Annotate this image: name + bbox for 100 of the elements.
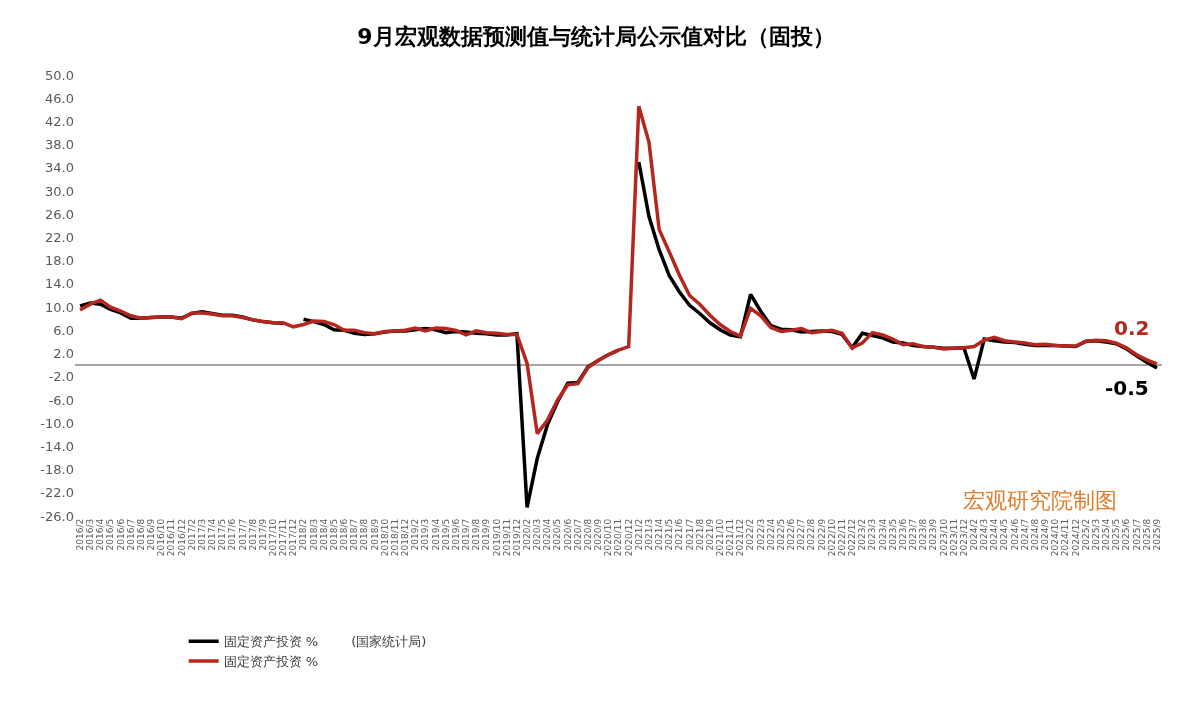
x-tick-label: 2022/12 [847,518,858,557]
x-tick-label: 2017/5 [217,518,228,551]
x-tick-label: 2023/3 [867,518,878,551]
x-tick-label: 2018/12 [400,518,411,557]
x-tick-label: 2021/9 [704,518,715,551]
x-tick-label: 2022/11 [836,518,847,557]
x-tick-label: 2024/10 [1050,518,1061,557]
y-tick-label: -22.0 [40,485,74,501]
x-tick-label: 2020/9 [593,518,604,551]
x-tick-label: 2018/2 [298,518,309,551]
x-tick-label: 2018/7 [349,518,360,551]
x-tick-label: 2019/2 [410,518,421,551]
x-tick-label: 2025/3 [1090,518,1101,551]
x-tick-label: 2019/6 [450,518,461,551]
y-tick-label: 42.0 [45,113,74,129]
x-tick-label: 2024/9 [1040,518,1051,551]
x-tick-label: 2021/6 [674,518,685,551]
x-tick-label: 2020/8 [582,518,593,551]
x-tick-label: 2019/12 [511,518,522,557]
x-tick-label: 2017/8 [247,518,258,551]
y-tick-label: 46.0 [45,90,74,106]
x-tick-label: 2016/7 [125,518,136,551]
x-tick-label: 2020/10 [603,518,614,557]
data-label: 0.2 [1114,316,1150,340]
x-tick-label: 2023/7 [908,518,919,551]
x-tick-label: 2022/4 [765,518,776,551]
x-tick-label: 2021/3 [643,518,654,551]
x-tick-label: 2021/10 [715,518,726,557]
x-tick-label: 2025/7 [1131,518,1142,551]
x-tick-label: 2021/4 [654,518,665,551]
x-tick-label: 2022/2 [745,518,756,551]
x-tick-label: 2017/4 [207,518,218,551]
x-tick-label: 2018/4 [318,518,329,551]
x-tick-label: 2025/4 [1101,518,1112,551]
x-tick-label: 2024/8 [1029,518,1040,551]
x-tick-label: 2024/5 [999,518,1010,551]
x-tick-label: 2018/6 [339,518,350,551]
x-tick-label: 2023/12 [958,518,969,557]
legend-label: 固定资产投资 % (国家统计局) [223,634,427,650]
x-tick-label: 2022/10 [826,518,837,557]
x-tick-label: 2019/4 [430,518,441,551]
x-tick-label: 2021/5 [664,518,675,551]
x-tick-label: 2024/12 [1070,518,1081,557]
x-tick-label: 2019/3 [420,518,431,551]
x-tick-label: 2017/3 [196,518,207,551]
data-label: -0.5 [1105,376,1149,400]
x-tick-label: 2022/5 [775,518,786,551]
y-tick-label: 22.0 [45,230,74,246]
y-tick-label: 10.0 [45,299,74,315]
x-tick-label: 2025/2 [1080,518,1091,551]
x-tick-label: 2016/2 [75,518,86,551]
x-tick-label: 2022/6 [786,518,797,551]
x-tick-label: 2019/7 [461,518,472,551]
x-tick-label: 2025/6 [1121,518,1132,551]
y-tick-label: 6.0 [53,322,74,338]
y-tick-label: -26.0 [40,508,74,524]
y-tick-label: 38.0 [45,137,74,153]
x-tick-label: 2016/9 [146,518,157,551]
x-tick-label: 2020/2 [521,518,532,551]
x-tick-label: 2020/4 [542,518,553,551]
y-tick-label: 26.0 [45,206,74,222]
x-tick-label: 2017/11 [278,518,289,557]
x-tick-label: 2020/3 [532,518,543,551]
x-tick-label: 2017/6 [227,518,238,551]
x-tick-label: 2019/5 [440,518,451,551]
y-tick-label: -6.0 [48,392,74,408]
x-tick-label: 2021/12 [735,518,746,557]
x-tick-label: 2016/10 [156,518,167,557]
y-tick-label: -2.0 [48,369,74,385]
chart-title: 9月宏观数据预测值与统计局公示值对比（固投） [357,23,835,49]
x-tick-label: 2017/2 [186,518,197,551]
x-tick-label: 2020/6 [562,518,573,551]
x-tick-label: 2023/5 [887,518,898,551]
x-tick-label: 2025/8 [1141,518,1152,551]
x-tick-label: 2016/6 [115,518,126,551]
x-tick-label: 2023/6 [897,518,908,551]
x-tick-label: 2018/10 [379,518,390,557]
annotation: 宏观研究院制图 [963,488,1117,513]
x-tick-label: 2016/11 [166,518,177,557]
x-tick-label: 2022/9 [816,518,827,551]
x-tick-label: 2021/2 [633,518,644,551]
x-tick-label: 2022/7 [796,518,807,551]
x-tick-label: 2016/12 [176,518,187,557]
x-tick-label: 2018/8 [359,518,370,551]
y-tick-label: 2.0 [53,346,74,362]
x-tick-label: 2023/2 [857,518,868,551]
x-tick-label: 2018/11 [389,518,400,557]
x-tick-label: 2023/4 [877,518,888,551]
x-tick-label: 2021/11 [725,518,736,557]
x-tick-label: 2017/12 [288,518,299,557]
y-tick-label: -14.0 [40,438,74,454]
x-tick-label: 2019/8 [471,518,482,551]
x-tick-label: 2025/9 [1151,518,1162,551]
x-tick-label: 2024/11 [1060,518,1071,557]
x-tick-label: 2024/2 [968,518,979,551]
x-tick-label: 2017/9 [257,518,268,551]
x-tick-label: 2022/8 [806,518,817,551]
y-tick-label: 18.0 [45,253,74,269]
x-tick-label: 2018/5 [328,518,339,551]
x-tick-label: 2020/5 [552,518,563,551]
